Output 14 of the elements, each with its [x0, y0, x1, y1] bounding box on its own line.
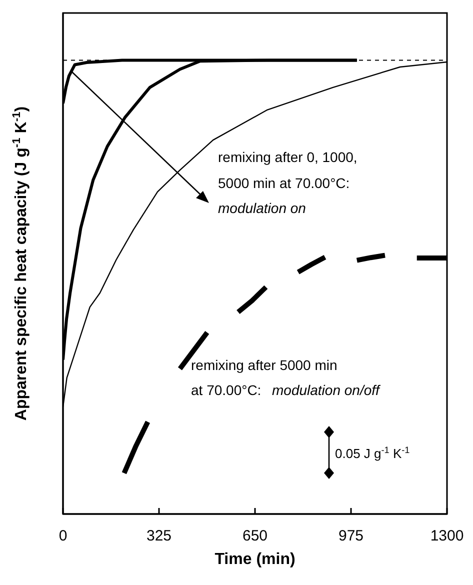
annotation: modulation on/off [272, 382, 382, 398]
x-tick-label: 975 [338, 528, 364, 545]
scale-bar: 0.05 J g$^{-1}$ K$^{-1}$ [324, 426, 410, 479]
x-axis-title: Time (min) [214, 551, 296, 568]
x-tick-label: 325 [146, 528, 172, 545]
x-tick-label: 650 [242, 528, 268, 545]
annotation: 5000 min at 70.00°C: [218, 175, 350, 191]
annotation: at 70.00°C: [191, 382, 262, 398]
annotation: 0.05 J g$^{-1}$ K$^{-1}$ [335, 445, 410, 461]
annotation: remixing after 0, 1000, [218, 149, 358, 165]
annotation: modulation on [218, 200, 306, 216]
x-tick-label: 1300 [430, 528, 464, 545]
x-tick-label: 0 [58, 528, 68, 545]
annotation: remixing after 5000 min [191, 357, 338, 373]
